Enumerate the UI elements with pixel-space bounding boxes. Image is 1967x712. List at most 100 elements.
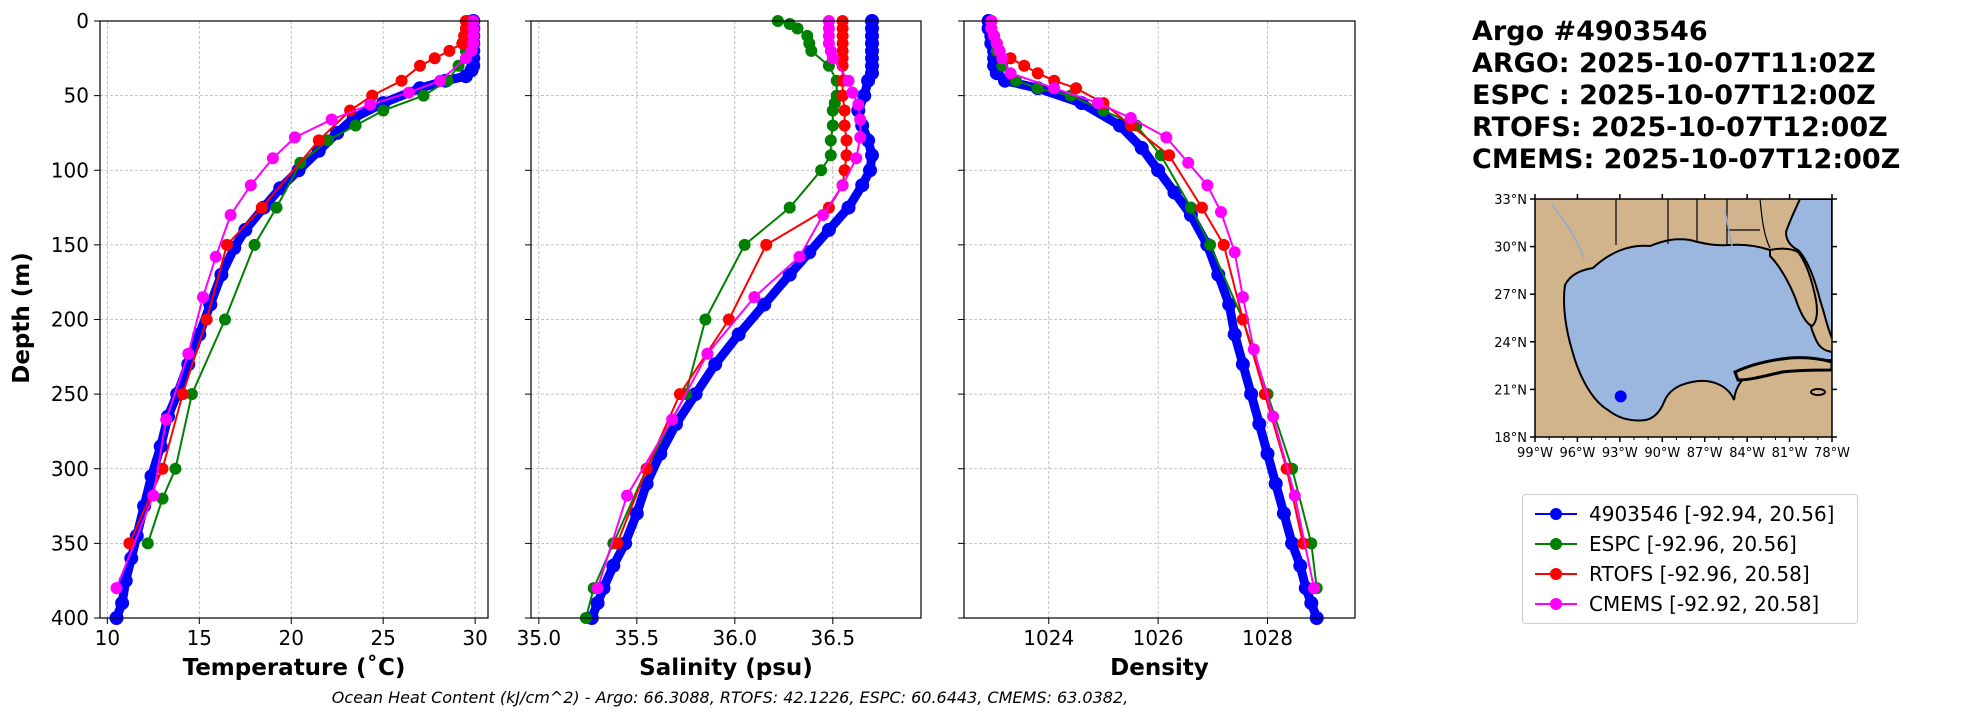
density-point-4903546 [1151,163,1166,178]
density-point-4903546 [1244,387,1259,402]
density-point-espc [1184,201,1197,214]
temperature-point-cmems [160,413,173,426]
map-lat-label: 27°N [1494,288,1527,303]
temperature-line-cmems [115,20,475,590]
salinity-point-cmems [836,179,849,192]
legend-swatch [1533,504,1579,524]
salinity-point-espc [805,44,818,57]
temperature-point-rtofs [220,238,233,251]
salinity-point-cmems [701,347,714,360]
map-lon-label: 78°W [1814,446,1850,461]
density-point-4903546 [1112,118,1127,133]
header-line-espc-time: ESPC : 2025-10-07T12:00Z [1472,80,1876,111]
legend: 4903546 [-92.94, 20.56] ESPC [-92.96, 20… [1522,494,1858,624]
salinity-point-4903546 [590,596,605,611]
temperature-point-espc [169,462,182,475]
density-point-cmems [1308,582,1320,595]
salinity-point-rtofs [838,104,851,117]
map-lon-label: 84°W [1729,446,1765,461]
temperature-point-rtofs [456,37,469,50]
density-point-4903546 [1222,297,1237,312]
salinity-point-4903546 [863,163,877,178]
x-tick-label: 1024 [1023,626,1074,650]
temperature-point-espc [219,313,231,326]
salinity-point-4903546 [802,245,817,260]
temperature-point-cmems [182,347,195,360]
salinity-point-cmems [793,250,806,263]
density-point-cmems [1201,179,1214,192]
temperature-panel: 10 15 20 25 30050100150200250300350400Temper… [51,9,489,681]
temperature-point-espc [377,104,390,117]
temperature-point-rtofs [176,388,189,401]
salinity-point-4903546 [855,178,870,193]
density-point-rtofs [1031,67,1044,80]
temperature-point-cmems [434,74,447,87]
legend-swatch [1533,564,1579,584]
salinity-point-4903546 [629,506,644,521]
x-tick-label: 20 [279,626,304,650]
salinity-point-cmems [826,52,839,65]
density-axes-frame [963,20,1356,619]
temperature-point-cmems [459,52,472,65]
density-point-espc [1305,537,1318,550]
y-tick-label: 250 [51,382,89,406]
salinity-point-rtofs [673,388,686,401]
temperature-point-cmems [147,489,160,502]
y-tick-label: 200 [51,308,89,332]
depth-axis-label: Depth (m) [9,252,35,384]
temperature-series-group [109,14,481,625]
x-tick-label: 15 [187,626,212,650]
temperature-point-4903546 [458,69,473,84]
x-tick-label: 36.0 [713,626,758,650]
map-lat-label: 18°N [1494,431,1527,446]
map-frame [1534,198,1833,438]
y-tick-label: 100 [51,158,89,182]
salinity-point-4903546 [606,558,621,573]
temperature-point-espc [141,537,154,550]
density-point-4903546 [1276,506,1291,521]
density-point-cmems [1247,343,1260,356]
density-axis-label: Density [1110,655,1209,681]
legend-item-cmems: CMEMS [-92.92, 20.58] [1533,589,1819,619]
temperature-point-rtofs [156,462,169,475]
density-point-cmems [1228,246,1241,259]
density-point-4903546 [1260,446,1275,461]
density-point-cmems [1236,291,1249,304]
salinity-point-4903546 [708,357,723,372]
salinity-point-cmems [846,86,859,99]
salinity-point-cmems [666,413,679,426]
y-tick-label: 400 [51,606,89,630]
salinity-point-espc [699,313,712,326]
salinity-point-rtofs [611,537,624,550]
density-point-cmems [1092,97,1104,110]
temperature-point-cmems [364,98,377,111]
salinity-point-4903546 [782,267,797,282]
temperature-point-rtofs [255,201,268,214]
salinity-point-rtofs [760,238,773,251]
temperature-point-rtofs [366,89,379,102]
density-point-rtofs [1217,238,1230,251]
temperature-axes-frame [99,20,489,619]
density-point-4903546 [1285,536,1300,551]
legend-item-espc: ESPC [-92.96, 20.56] [1533,529,1797,559]
salinity-point-4903546 [731,327,746,342]
salinity-point-espc [826,119,839,132]
density-point-cmems [1215,206,1227,218]
salinity-point-cmems [850,152,863,165]
density-point-4903546 [1167,185,1182,200]
temperature-point-rtofs [428,52,441,65]
density-point-rtofs [1163,149,1176,162]
density-point-4903546 [1268,476,1283,491]
salinity-point-4903546 [857,88,872,103]
map-water-atlantic [1784,199,1832,339]
x-tick-label: 35.0 [517,626,562,650]
salinity-point-cmems [854,131,867,144]
x-tick-label: 35.5 [615,626,660,650]
density-point-cmems [1267,410,1279,423]
density-point-4903546 [1293,558,1308,573]
legend-swatch [1533,594,1579,614]
salinity-point-4903546 [688,387,703,402]
temperature-point-4903546 [118,573,133,588]
temperature-point-rtofs [312,134,325,147]
temperature-point-cmems [288,131,301,144]
